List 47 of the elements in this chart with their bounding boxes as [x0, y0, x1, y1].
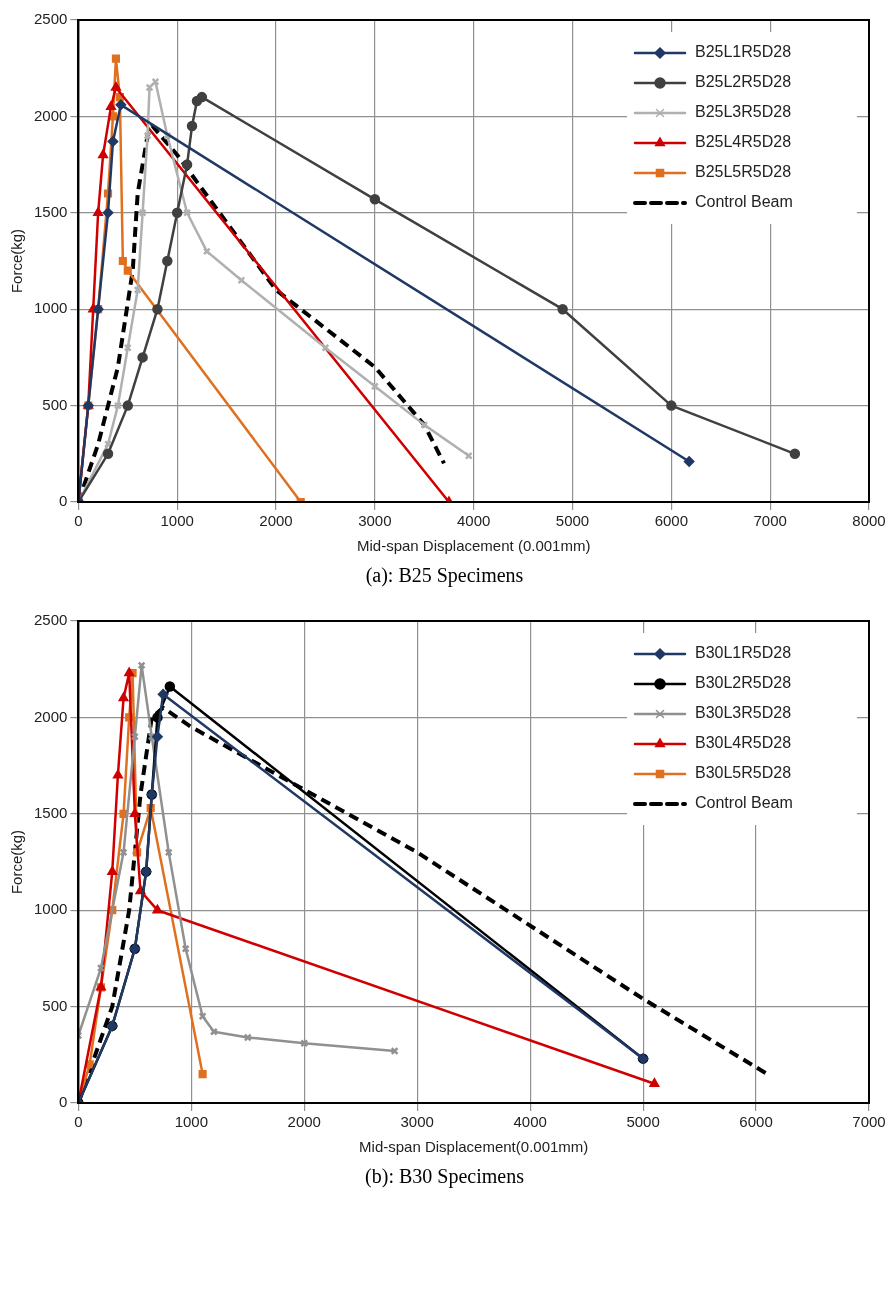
y-tick-label: 500 — [42, 996, 68, 1014]
x-tick-label: 4000 — [457, 512, 491, 530]
legend-label: B30L4R5D28 — [695, 734, 792, 752]
x-tick-label: 1000 — [160, 512, 194, 530]
legend-label: B30L5R5D28 — [695, 764, 792, 782]
x-tick-label: 2000 — [287, 1113, 321, 1131]
legend-label: B25L5R5D28 — [695, 163, 792, 181]
y-axis-title: Force(kg) — [8, 228, 26, 294]
y-tick-label: 1500 — [33, 803, 68, 821]
x-tick-label: 7000 — [753, 512, 787, 530]
legend-label: B25L3R5D28 — [695, 103, 792, 121]
legend-label: B30L1R5D28 — [695, 644, 792, 662]
y-tick-label: 2500 — [33, 10, 68, 28]
legend-label: B25L2R5D28 — [695, 73, 792, 91]
x-axis-title: Mid-span Displacement (0.001mm) — [356, 537, 591, 555]
legend-label: B30L3R5D28 — [695, 704, 792, 722]
text: (b): B30 Specimens — [364, 1165, 525, 1188]
legend-label: Control Beam — [695, 193, 793, 211]
x-axis-title: Mid-span Displacement(0.001mm) — [359, 1138, 589, 1156]
legend-label: B25L4R5D28 — [695, 133, 792, 151]
y-tick-label: 2000 — [33, 707, 68, 725]
x-tick-label: 0 — [74, 512, 83, 530]
y-tick-label: 2000 — [33, 106, 68, 124]
x-tick-label: 3000 — [358, 512, 392, 530]
y-tick-label: 1000 — [33, 900, 68, 918]
x-tick-label: 5000 — [626, 1113, 660, 1131]
y-tick-label: 500 — [42, 395, 68, 413]
x-tick-label: 6000 — [654, 512, 689, 530]
y-tick-label: 0 — [59, 492, 68, 510]
y-tick-label: 0 — [59, 1093, 68, 1111]
x-tick-label: 3000 — [400, 1113, 434, 1131]
text: (a): B25 Specimens — [364, 564, 525, 587]
x-tick-label: 8000 — [852, 512, 886, 530]
x-tick-label: 1000 — [174, 1113, 208, 1131]
y-tick-label: 2500 — [33, 611, 68, 629]
y-tick-label: 1000 — [33, 299, 68, 317]
x-tick-label: 0 — [74, 1113, 83, 1131]
y-axis-title: Force(kg) — [8, 829, 26, 895]
legend-label: B30L2R5D28 — [695, 674, 792, 692]
legend-label: Control Beam — [695, 794, 793, 812]
x-tick-label: 7000 — [852, 1113, 886, 1131]
x-tick-label: 5000 — [555, 512, 590, 530]
x-tick-label: 4000 — [513, 1113, 547, 1131]
x-tick-label: 6000 — [739, 1113, 773, 1131]
legend-label: B25L1R5D28 — [695, 43, 792, 61]
y-tick-label: 1500 — [33, 202, 68, 220]
x-tick-label: 2000 — [259, 512, 293, 530]
